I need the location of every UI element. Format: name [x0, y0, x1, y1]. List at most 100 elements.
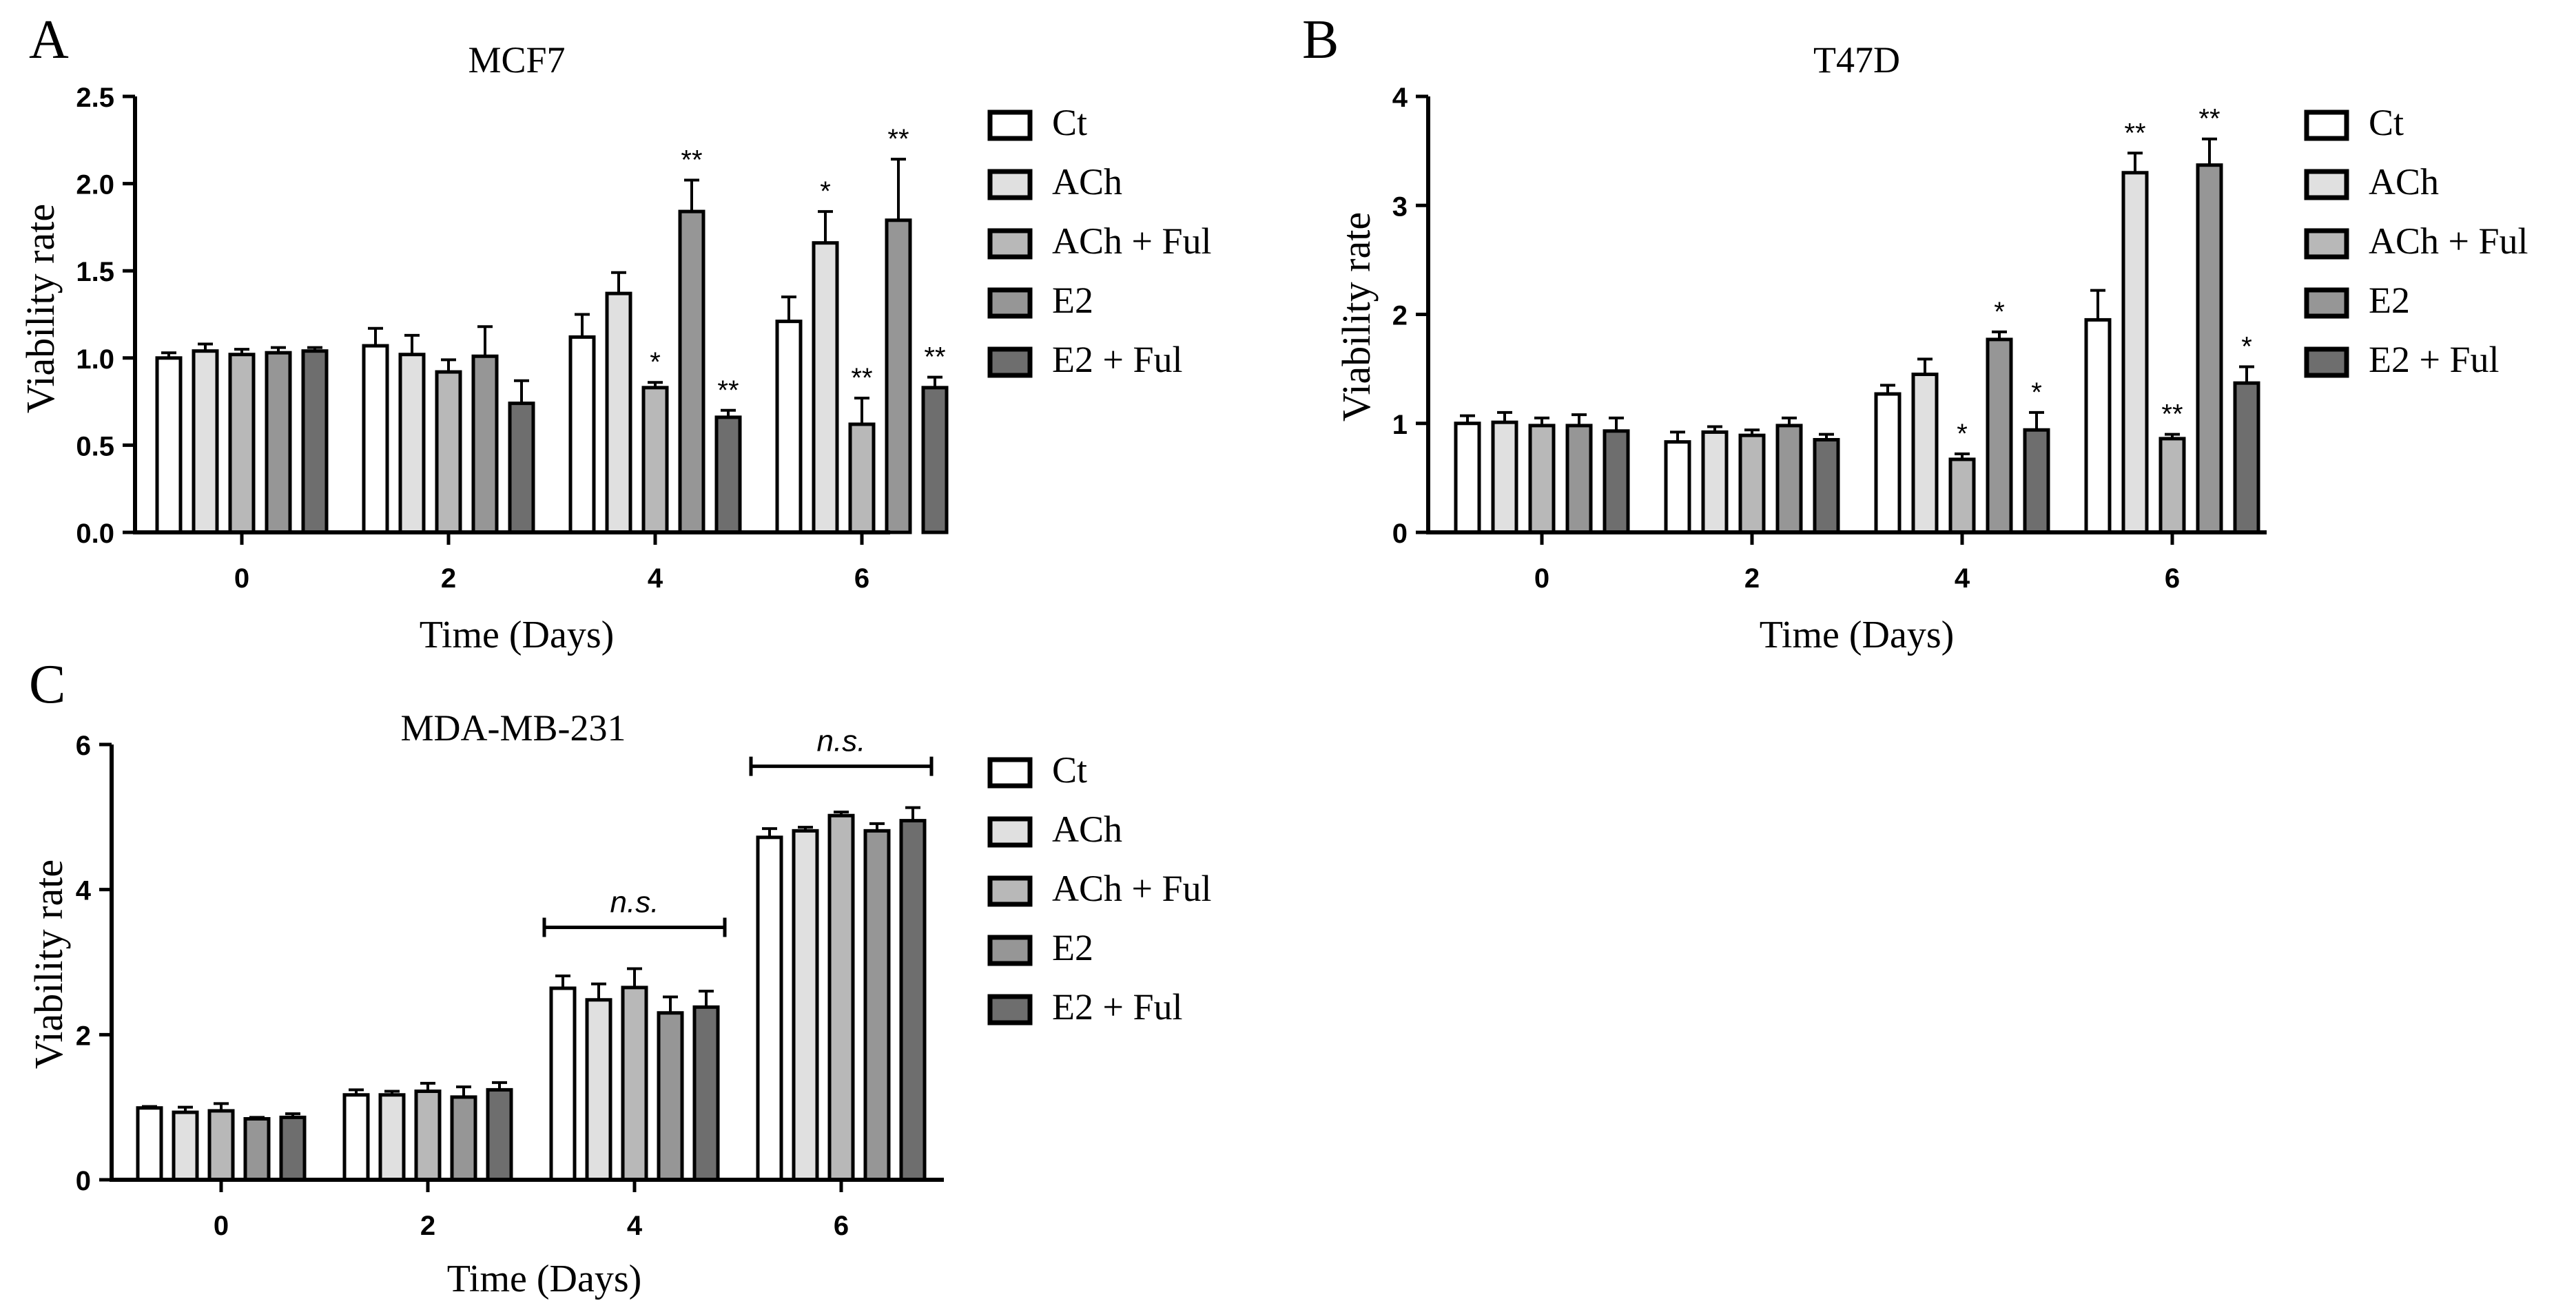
- legend-label: E2: [2369, 280, 2410, 321]
- significance-mark: **: [2161, 399, 2183, 430]
- bar: [1491, 420, 1518, 534]
- significance-mark: **: [681, 145, 702, 176]
- x-axis-label: Time (Days): [420, 614, 615, 656]
- bar: [2084, 317, 2112, 534]
- significance-mark: **: [717, 375, 739, 406]
- x-tick-label: 2: [441, 563, 456, 594]
- chart-panel-a: MCF7 Viability rate Time (Days) ********…: [18, 39, 949, 656]
- y-axis-label: Viability rate: [26, 860, 71, 1069]
- legend-swatch: [987, 935, 1033, 966]
- legend-label: E2 + Ful: [1052, 339, 1182, 380]
- y-tick-label: 2: [76, 1021, 91, 1051]
- legend-swatch: [987, 228, 1033, 260]
- bar: [899, 819, 927, 1182]
- bar: [378, 1093, 406, 1182]
- bar: [605, 291, 632, 534]
- x-axis-label: Time (Days): [447, 1258, 642, 1300]
- significance-label: n.s.: [817, 725, 866, 758]
- bar: [549, 986, 577, 1182]
- bar: [2196, 163, 2223, 534]
- legend-label: ACh + Ful: [1052, 868, 1212, 909]
- y-tick-label: 1: [1392, 410, 1408, 440]
- bar: [414, 1089, 442, 1182]
- significance-mark: *: [650, 347, 661, 377]
- y-tick-label: 6: [76, 731, 91, 761]
- panel-letter-c: C: [29, 654, 65, 715]
- significance-mark: *: [1957, 419, 1968, 449]
- bar: [471, 354, 499, 534]
- bar: [678, 209, 705, 534]
- bar: [775, 320, 803, 534]
- bar: [450, 1095, 477, 1182]
- bar: [279, 1115, 307, 1182]
- y-tick-label: 4: [1392, 83, 1408, 113]
- y-tick-label: 0: [76, 1166, 91, 1196]
- y-tick-label: 3: [1392, 191, 1408, 222]
- bar: [692, 1005, 720, 1182]
- panel-letter-b: B: [1302, 10, 1339, 70]
- legend-label: ACh + Ful: [2369, 220, 2528, 262]
- bar: [172, 1110, 199, 1182]
- legend-swatch: [2304, 169, 2349, 200]
- significance-mark: **: [2124, 118, 2145, 148]
- significance-mark: *: [2241, 331, 2252, 362]
- x-axis-label: Time (Days): [1760, 614, 1955, 656]
- bar: [714, 415, 742, 534]
- legend-swatch: [2304, 110, 2349, 141]
- significance-mark: *: [820, 176, 831, 207]
- y-tick-label: 1.0: [76, 344, 114, 375]
- legend-label: Ct: [1052, 749, 1087, 791]
- bar: [792, 829, 819, 1182]
- y-tick-label: 2.0: [76, 170, 114, 200]
- bar: [657, 1011, 684, 1182]
- bar: [827, 813, 855, 1182]
- y-tick-label: 2.5: [76, 83, 114, 113]
- bar: [228, 353, 256, 534]
- bar: [362, 344, 389, 534]
- y-tick-label: 1.5: [76, 257, 114, 287]
- bar: [1701, 430, 1729, 534]
- legend-label: E2 + Ful: [2369, 339, 2499, 380]
- legend-swatch: [2304, 287, 2349, 319]
- x-tick-label: 2: [420, 1211, 435, 1241]
- legend-label: ACh + Ful: [1052, 220, 1212, 262]
- significance-mark: **: [2198, 104, 2220, 134]
- legend-swatch: [987, 346, 1033, 378]
- bar: [1911, 373, 1939, 534]
- plot-area: ************0.00.51.01.52.02.50 2 4 6: [76, 83, 949, 594]
- legend-swatch: [987, 169, 1033, 200]
- y-axis-label: Viability rate: [1334, 212, 1379, 421]
- x-tick-label: 6: [854, 563, 869, 594]
- bar: [1528, 424, 1556, 534]
- x-tick-label: 4: [627, 1211, 643, 1241]
- legend-swatch: [987, 875, 1033, 907]
- chart-panel-b: T47D Viability rate Time (Days) ********…: [1334, 39, 2267, 656]
- bar: [1813, 437, 1840, 534]
- x-tick-label: 6: [2165, 563, 2180, 594]
- significance-mark: **: [887, 124, 909, 154]
- x-tick-label: 0: [234, 563, 249, 594]
- bar: [812, 241, 839, 534]
- significance-mark: *: [2031, 377, 2042, 408]
- bar: [568, 335, 596, 534]
- significance-label: n.s.: [610, 885, 659, 919]
- significance-mark: **: [924, 342, 945, 373]
- x-tick-label: 0: [1534, 563, 1549, 594]
- bar: [1565, 424, 1593, 534]
- y-tick-label: 0: [1392, 519, 1408, 549]
- y-axis-label: Viability rate: [18, 204, 63, 413]
- bar: [2121, 171, 2149, 534]
- bar: [243, 1117, 271, 1182]
- x-tick-label: 2: [1744, 563, 1760, 594]
- bar: [435, 370, 462, 534]
- legend-label: ACh: [2369, 161, 2439, 202]
- bar: [508, 402, 535, 534]
- x-tick-label: 0: [214, 1211, 229, 1241]
- panel-letter-a: A: [29, 10, 69, 70]
- legend-swatch: [987, 287, 1033, 319]
- bar: [1986, 337, 2013, 534]
- bar: [2158, 437, 2186, 534]
- legend-swatch: [987, 994, 1033, 1025]
- y-tick-label: 0.5: [76, 431, 114, 461]
